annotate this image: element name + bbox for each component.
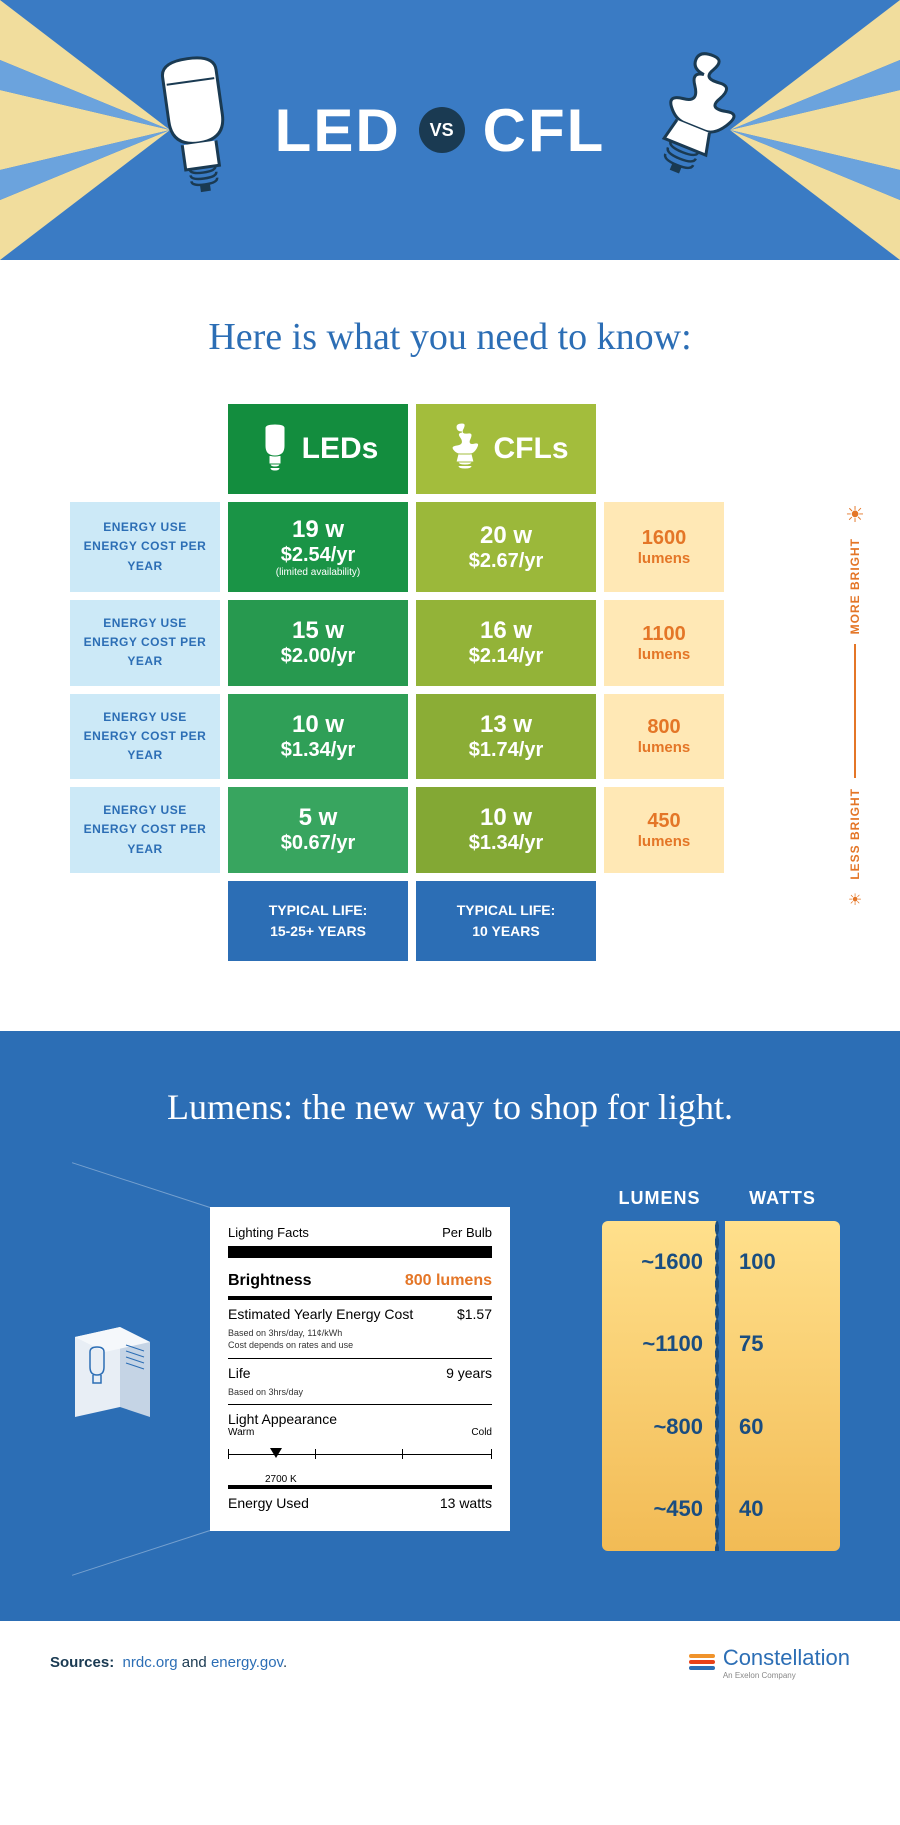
cfl-bulb-hero-icon (635, 48, 750, 213)
logo-wave-icon (689, 1654, 715, 1670)
led-data-cell: 10 w$1.34/yr (228, 694, 408, 780)
lumens-heading: Lumens: the new way to shop for light. (60, 1086, 840, 1128)
sources: Sources: nrdc.org and energy.gov. (50, 1654, 287, 1671)
source-link-1[interactable]: nrdc.org (123, 1654, 178, 1671)
lumens-watts-table: LUMENS ~1600 ~1100 ~800 ~450 WATTS 100 75 60 4… (602, 1188, 840, 1551)
cfl-data-cell: 20 w$2.67/yr (416, 502, 596, 592)
row-label: ENERGY USEENERGY COST PER YEAR (70, 787, 220, 873)
comparison-table: LEDs CFLs ENERGY USEENERGY COST PER YEAR… (70, 404, 830, 961)
led-data-cell: 19 w$2.54/yr(limited availability) (228, 502, 408, 592)
cfl-data-cell: 13 w$1.74/yr (416, 694, 596, 780)
cfl-data-cell: 10 w$1.34/yr (416, 787, 596, 873)
row-label: ENERGY USEENERGY COST PER YEAR (70, 694, 220, 780)
facts-life-sub: Based on 3hrs/day (228, 1387, 492, 1399)
facts-cost-sub: Based on 3hrs/day, 11¢/kWh Cost depends … (228, 1328, 492, 1351)
watts-col-header: WATTS (725, 1188, 840, 1209)
intro-heading: Here is what you need to know: (0, 315, 900, 359)
watts-value: 40 (739, 1496, 826, 1522)
footer: Sources: nrdc.org and energy.gov. Conste… (0, 1621, 900, 1704)
intro-section: Here is what you need to know: (0, 260, 900, 404)
facts-appearance: Light Appearance WarmCold 2700 K (228, 1405, 492, 1485)
lumens-cell: 450lumens (604, 787, 724, 873)
sun-bright-icon: ☀ (845, 502, 865, 528)
facts-brightness: Brightness800 lumens (228, 1266, 492, 1296)
facts-heading: Lighting FactsPer Bulb (228, 1225, 492, 1240)
lumens-cell: 1100lumens (604, 600, 724, 686)
comparison-row: ENERGY USEENERGY COST PER YEAR 5 w$0.67/… (70, 787, 830, 873)
lumens-cell: 800lumens (604, 694, 724, 780)
watts-value: 75 (739, 1331, 826, 1357)
bulb-box-icon (60, 1307, 160, 1432)
lumens-col-header: LUMENS (602, 1188, 717, 1209)
led-bulb-icon (258, 422, 292, 476)
lumens-value: ~800 (616, 1414, 703, 1440)
row-label: ENERGY USEENERGY COST PER YEAR (70, 600, 220, 686)
facts-energy: Energy Used13 watts (228, 1489, 492, 1517)
hero-led-label: LED (275, 96, 401, 165)
led-data-cell: 5 w$0.67/yr (228, 787, 408, 873)
comparison-row: ENERGY USEENERGY COST PER YEAR 19 w$2.54… (70, 502, 830, 592)
led-column-header: LEDs (228, 404, 408, 494)
lumens-section: Lumens: the new way to shop for light. L… (0, 1031, 900, 1621)
led-bulb-hero-icon (150, 53, 245, 208)
cfl-column-header: CFLs (416, 404, 596, 494)
facts-cost: Estimated Yearly Energy Cost$1.57 (228, 1300, 492, 1328)
facts-life: Life9 years (228, 1359, 492, 1387)
lighting-facts-card: Lighting FactsPer Bulb Brightness800 lum… (210, 1207, 510, 1531)
hero-cfl-label: CFL (483, 96, 606, 165)
cfl-typical-life: TYPICAL LIFE:10 YEARS (416, 881, 596, 961)
led-typical-life: TYPICAL LIFE:15-25+ YEARS (228, 881, 408, 961)
lumens-value: ~1600 (616, 1249, 703, 1275)
lumens-value: ~450 (616, 1496, 703, 1522)
hero-banner: LED VS CFL (0, 0, 900, 260)
source-link-2[interactable]: energy.gov (211, 1654, 283, 1671)
comparison-row: ENERGY USEENERGY COST PER YEAR 10 w$1.34… (70, 694, 830, 780)
lumens-value: ~1100 (616, 1331, 703, 1357)
watts-value: 60 (739, 1414, 826, 1440)
led-data-cell: 15 w$2.00/yr (228, 600, 408, 686)
sun-dim-icon: ☀ (848, 890, 862, 910)
brightness-scale: ☀ MORE BRIGHT LESS BRIGHT ☀ (830, 502, 880, 910)
cfl-bulb-icon (444, 422, 484, 476)
row-label: ENERGY USEENERGY COST PER YEAR (70, 502, 220, 592)
lumens-cell: 1600lumens (604, 502, 724, 592)
cfl-data-cell: 16 w$2.14/yr (416, 600, 596, 686)
watts-value: 100 (739, 1249, 826, 1275)
comparison-row: ENERGY USEENERGY COST PER YEAR 15 w$2.00… (70, 600, 830, 686)
vs-badge: VS (419, 107, 465, 153)
constellation-logo: Constellation An Exelon Company (689, 1645, 850, 1680)
